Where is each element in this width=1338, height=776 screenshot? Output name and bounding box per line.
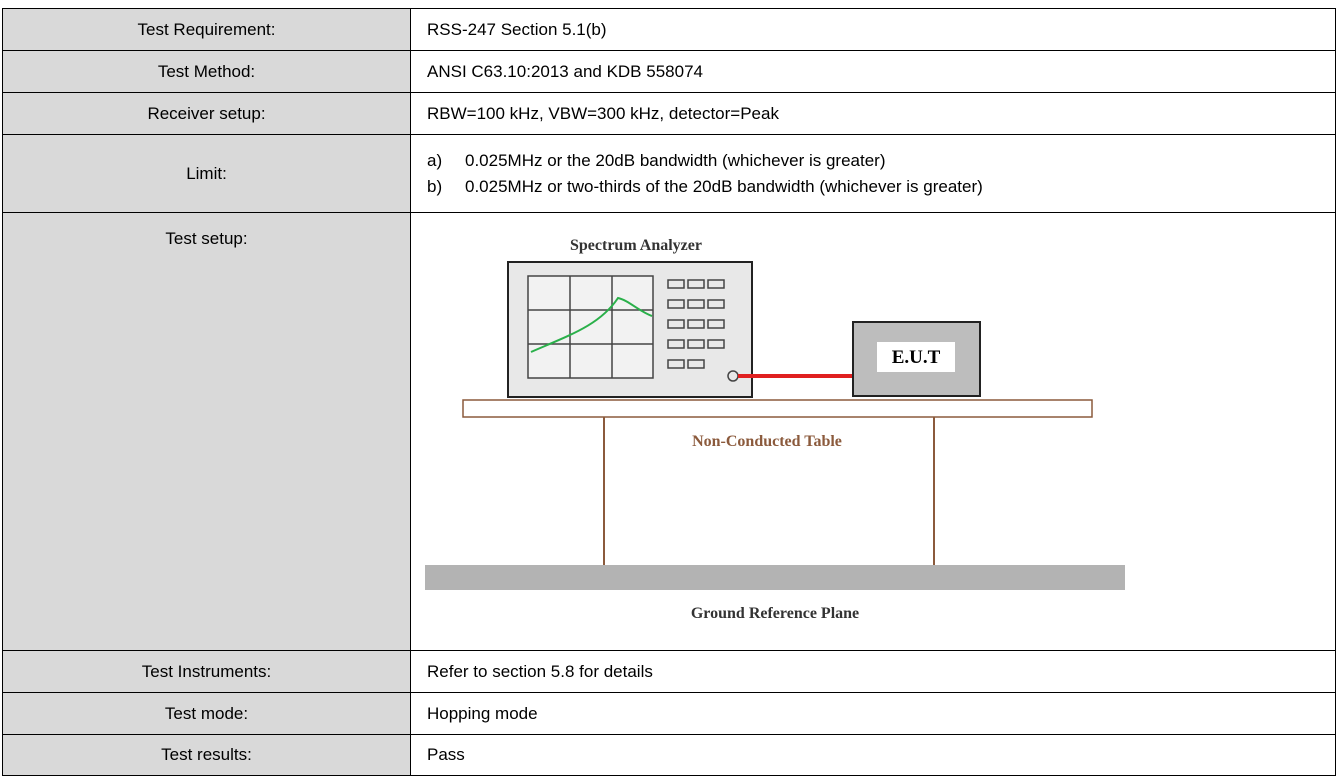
table-label: Non-Conducted Table [692, 433, 842, 450]
item-text: 0.025MHz or two-thirds of the 20dB bandw… [465, 176, 983, 196]
row-value: Refer to section 5.8 for details [410, 650, 1336, 693]
marker: b) [427, 176, 443, 196]
row-value: Pass [410, 734, 1336, 776]
row-label: Test results: [2, 734, 411, 776]
analyzer-label: Spectrum Analyzer [570, 237, 702, 254]
row-value: Spectrum Analyzer [410, 212, 1336, 651]
row-label: Test Requirement: [2, 8, 411, 51]
row-value: Hopping mode [410, 692, 1336, 735]
eut-label: E.U.T [892, 347, 941, 368]
row-value: ANSI C63.10:2013 and KDB 558074 [410, 50, 1336, 93]
row-label: Limit: [2, 134, 411, 213]
row-label: Receiver setup: [2, 92, 411, 135]
item-text: 0.025MHz or the 20dB bandwidth (whicheve… [465, 150, 886, 170]
row-label: Test setup: [2, 212, 411, 651]
list-item: b) 0.025MHz or two-thirds of the 20dB ban… [427, 177, 983, 197]
ground-label: Ground Reference Plane [691, 605, 859, 622]
row-value: a) 0.025MHz or the 20dB bandwidth (whiche… [410, 134, 1336, 213]
setup-diagram: Spectrum Analyzer [425, 237, 1125, 622]
marker: a) [427, 150, 443, 170]
row-value: RBW=100 kHz, VBW=300 kHz, detector=Peak [410, 92, 1336, 135]
row-label: Test Method: [2, 50, 411, 93]
row-label: Test mode: [2, 692, 411, 735]
row-label: Test Instruments: [2, 650, 411, 693]
list-item: a) 0.025MHz or the 20dB bandwidth (whiche… [427, 151, 886, 171]
row-value: RSS-247 Section 5.1(b) [410, 8, 1336, 51]
